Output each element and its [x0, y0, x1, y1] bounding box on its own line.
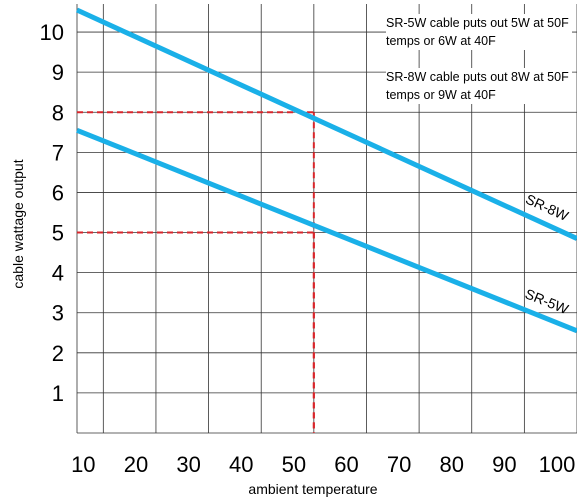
y-tick-label: 7	[52, 140, 64, 165]
y-axis-label: cable wattage output	[10, 159, 26, 288]
series-line-sr-8w	[75, 7, 577, 241]
y-tick-label: 5	[52, 221, 64, 246]
chart-grid	[76, 4, 577, 434]
x-tick-label: 20	[124, 452, 148, 477]
reference-lines	[77, 111, 315, 433]
x-tick-label: 70	[387, 452, 411, 477]
annotation-sr-5w: SR-5W cable puts out 5W at 50F temps or …	[386, 14, 572, 50]
x-tick-label: 90	[492, 452, 516, 477]
y-tick-label: 9	[52, 60, 64, 85]
x-tick-label: 10	[71, 452, 95, 477]
x-axis-label: ambient temperature	[248, 481, 377, 497]
y-tick-label: 1	[52, 381, 64, 406]
y-tick-label: 6	[52, 180, 64, 205]
x-tick-label: 40	[229, 452, 253, 477]
x-tick-label: 60	[334, 452, 358, 477]
y-tick-label: 3	[52, 301, 64, 326]
x-tick-label: 30	[176, 452, 200, 477]
y-tick-label: 8	[52, 100, 64, 125]
x-tick-label: 100	[539, 452, 576, 477]
tick-labels: 10 20 30 40 50 60 70 80 90 100 1 2 3 4 5 6 7 8 9 10	[40, 20, 576, 477]
annotation-sr-8w: SR-8W cable puts out 8W at 50F temps or …	[386, 68, 572, 104]
y-tick-label: 4	[52, 261, 64, 286]
series-line-sr-5w	[76, 127, 577, 334]
x-tick-label: 80	[439, 452, 463, 477]
y-tick-label: 2	[52, 341, 64, 366]
y-tick-label: 10	[40, 20, 64, 45]
x-tick-label: 50	[282, 452, 306, 477]
